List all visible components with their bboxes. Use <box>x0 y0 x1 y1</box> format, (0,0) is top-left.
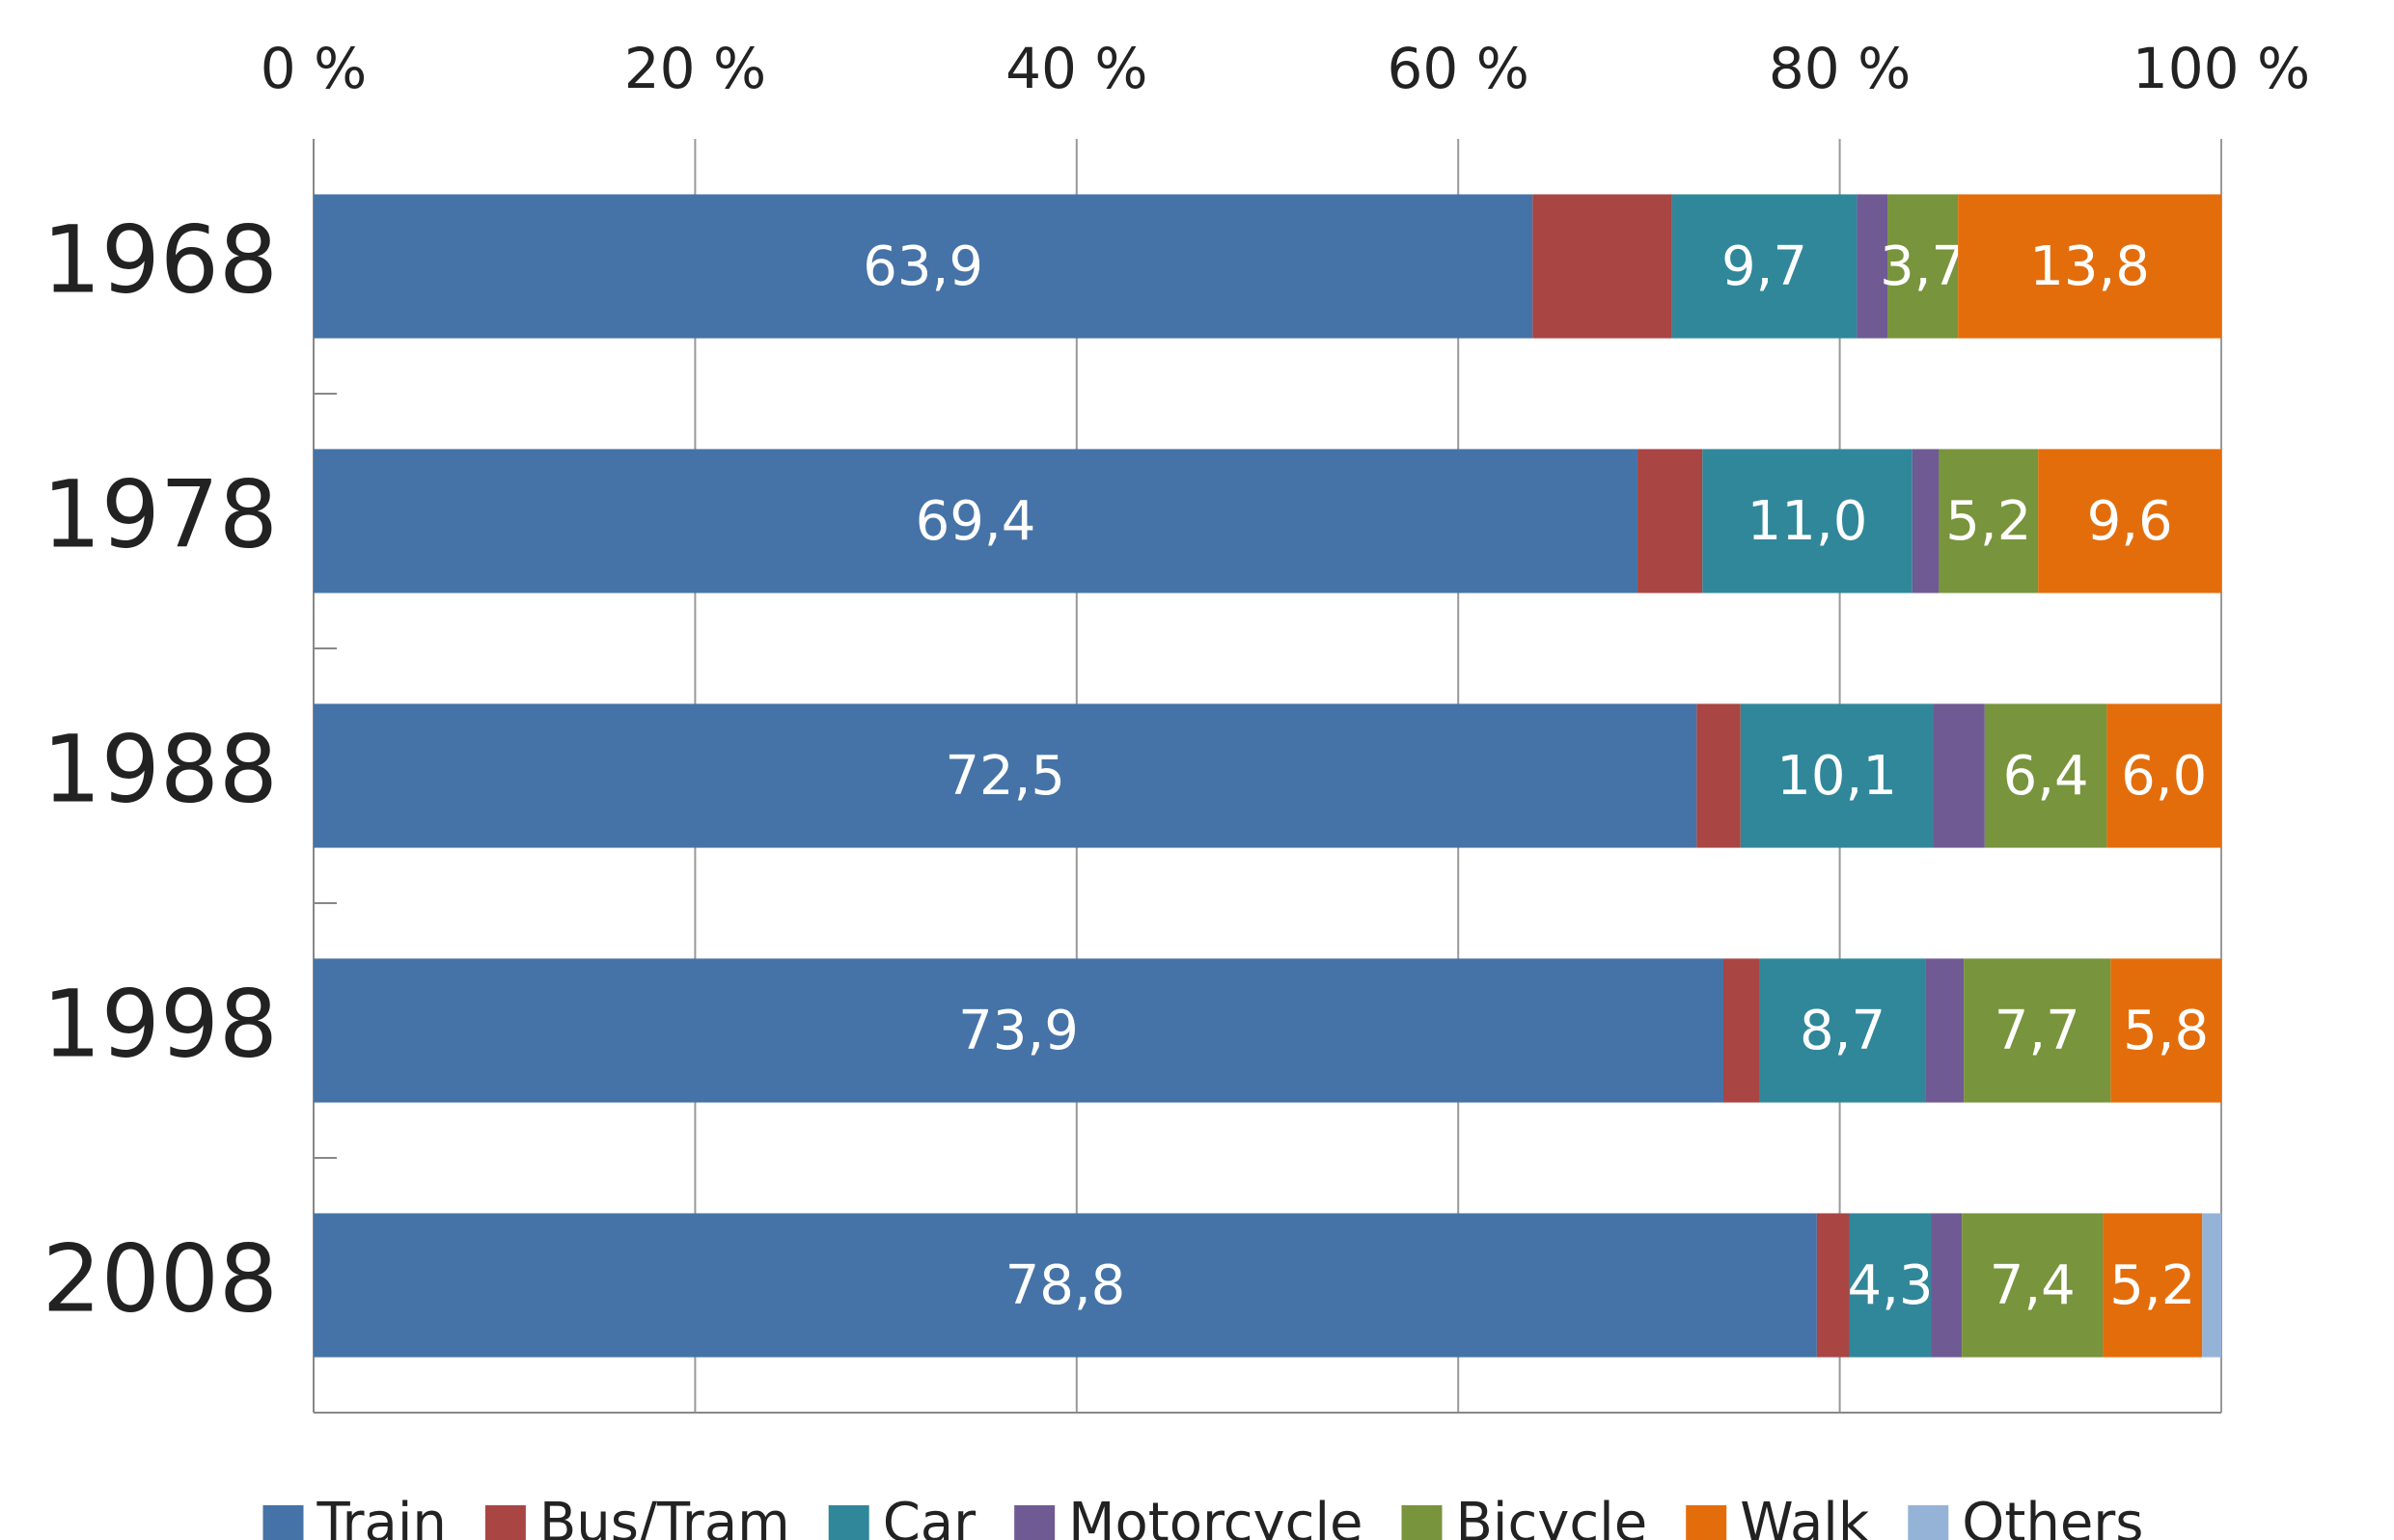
bar-segment <box>314 194 1533 339</box>
data-label: 5,2 <box>1945 490 2031 553</box>
y-tick-label: 1968 <box>42 206 278 314</box>
data-label: 9,7 <box>1721 235 1807 298</box>
legend-label: Bus/Tram <box>539 1492 790 1540</box>
bar-segment <box>1723 958 1760 1103</box>
bar-segment <box>1637 449 1703 593</box>
data-label: 5,8 <box>2123 1000 2209 1062</box>
y-tick-label: 1998 <box>42 970 278 1078</box>
data-label: 3,7 <box>1880 235 1966 298</box>
bar-segment <box>1759 958 1926 1103</box>
legend-label: Others <box>1962 1492 2143 1540</box>
bar-segment <box>1964 958 2111 1103</box>
x-tick-label: 20 % <box>624 36 766 101</box>
legend-swatch <box>828 1505 869 1540</box>
data-label: 73,9 <box>958 1000 1079 1062</box>
bar-segment <box>314 703 1697 848</box>
bar-segment <box>1740 703 1934 848</box>
bar-segment <box>1857 194 1888 339</box>
bar-segment <box>1931 1213 1963 1358</box>
bar-segment <box>1912 449 1940 593</box>
y-tick-label: 2008 <box>42 1224 278 1333</box>
bar-segment <box>1532 194 1672 339</box>
legend-swatch <box>484 1505 526 1540</box>
data-label: 7,4 <box>1990 1254 2076 1317</box>
bar-segment <box>1962 1213 2104 1358</box>
bar-segment <box>2110 958 2221 1103</box>
legend-swatch <box>1908 1505 1949 1540</box>
bar-segment <box>1887 194 1959 339</box>
bar-segment <box>1849 1213 1932 1358</box>
data-label: 11,0 <box>1747 490 1868 553</box>
bar-segment <box>1958 194 2221 339</box>
data-label: 9,6 <box>2087 490 2173 553</box>
legend-swatch <box>1014 1505 1056 1540</box>
legend-label: Train <box>316 1492 447 1540</box>
bar-segment <box>2106 703 2221 848</box>
data-label: 69,4 <box>916 490 1036 553</box>
data-label: 8,7 <box>1800 1000 1885 1062</box>
x-tick-label: 0 % <box>261 36 367 101</box>
legend-label: Bicycle <box>1455 1492 1647 1540</box>
bar-segment <box>2202 1213 2221 1358</box>
legend-swatch <box>262 1505 304 1540</box>
y-tick-label: 1988 <box>42 715 278 823</box>
data-label: 10,1 <box>1776 745 1897 808</box>
bar-segment <box>1671 194 1857 339</box>
bar-segment <box>314 958 1724 1103</box>
bar-segment <box>1925 958 1965 1103</box>
data-label: 6,0 <box>2121 745 2207 808</box>
data-label: 78,8 <box>1005 1254 1126 1317</box>
data-label: 72,5 <box>945 745 1065 808</box>
data-label: 4,3 <box>1847 1254 1933 1317</box>
y-tick-label: 1978 <box>42 460 278 568</box>
data-label: 63,9 <box>863 235 983 298</box>
x-tick-label: 40 % <box>1005 36 1147 101</box>
bar-segment <box>1984 703 2107 848</box>
legend-label: Motorcycle <box>1068 1492 1362 1540</box>
legend-label: Walk <box>1740 1492 1870 1540</box>
x-tick-label: 60 % <box>1388 36 1529 101</box>
legend-label: Car <box>883 1492 977 1540</box>
data-label: 5,2 <box>2109 1254 2195 1317</box>
bar-segment <box>1939 449 2039 593</box>
bar-segment <box>1696 703 1741 848</box>
bar-segment <box>1702 449 1912 593</box>
bar-segment <box>314 1213 1817 1358</box>
x-tick-label: 80 % <box>1769 36 1911 101</box>
x-tick-label: 100 % <box>2133 36 2310 101</box>
legend-swatch <box>1401 1505 1443 1540</box>
bar-segment <box>1933 703 1985 848</box>
data-label: 13,8 <box>2029 235 2150 298</box>
bar-segment <box>314 449 1638 593</box>
bar-segment <box>2038 449 2221 593</box>
legend-swatch <box>1686 1505 1727 1540</box>
bar-segment <box>1816 1213 1850 1358</box>
bar-segment <box>2103 1213 2203 1358</box>
data-label: 7,7 <box>1995 1000 2080 1062</box>
data-label: 6,4 <box>2003 745 2089 808</box>
